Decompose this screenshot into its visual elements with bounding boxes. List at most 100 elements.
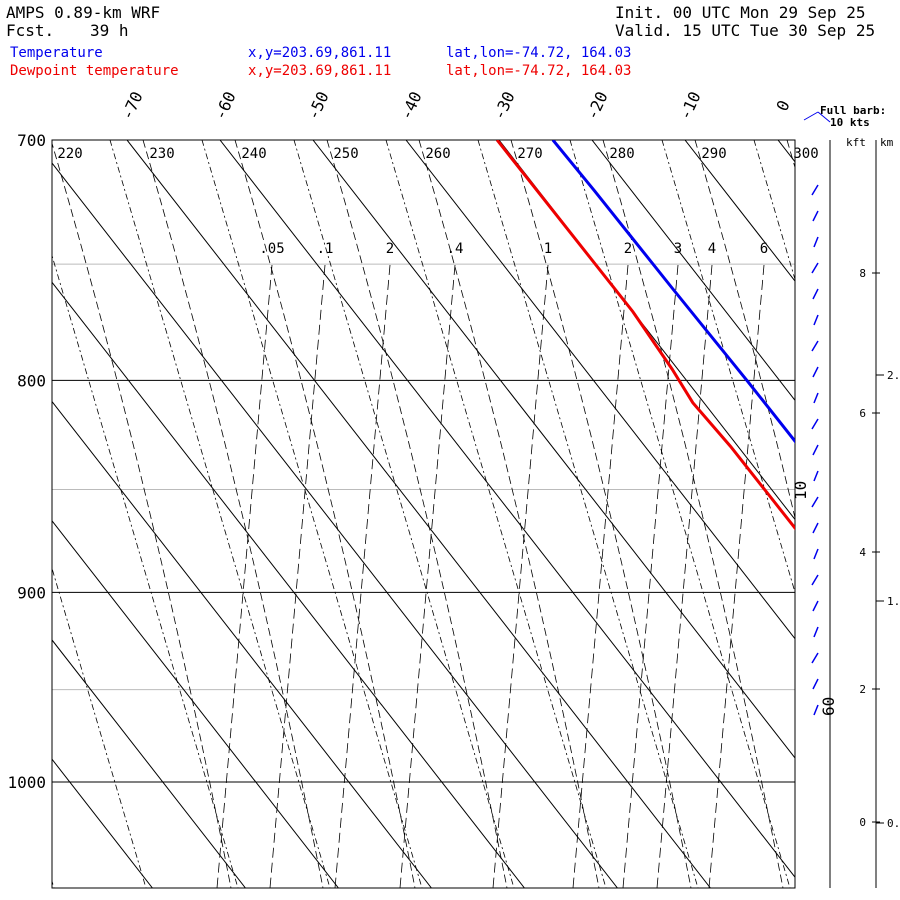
pressure-label: 700 — [17, 131, 46, 150]
moist-adiabat — [326, 140, 508, 888]
dry-adiabat — [661, 140, 795, 594]
isotherm-label: -10 — [675, 89, 704, 123]
isotherm-label: -20 — [582, 89, 611, 123]
isotherm-line — [498, 140, 795, 521]
theta-label: 300 — [793, 146, 818, 162]
barb-annotation: 60 — [819, 697, 838, 716]
km-tick-label: 0. — [887, 817, 900, 830]
isotherm-line — [52, 758, 153, 888]
series-layer — [495, 140, 795, 531]
moist-adiabat — [234, 140, 416, 888]
isotherm-line — [405, 140, 795, 640]
theta-label: 290 — [701, 146, 726, 162]
isotherm-label: -30 — [489, 89, 518, 123]
mixing-ratio-line — [216, 264, 273, 888]
wind-barb — [811, 418, 819, 430]
dry-adiabat — [569, 140, 791, 888]
moist-adiabat — [510, 140, 692, 888]
mixing-ratio-label: 1 — [544, 241, 552, 257]
isotherm-line — [219, 140, 795, 878]
mixing-ratio-label: 2 — [624, 241, 632, 257]
mixing-ratio-label: .4 — [447, 241, 464, 257]
mixing-ratio-label: .05 — [259, 241, 284, 257]
dry-adiabat — [293, 140, 515, 888]
mixing-ratio-line — [492, 264, 549, 888]
dry-adiabat — [846, 140, 900, 888]
wind-barb — [813, 470, 819, 482]
wind-barb — [811, 262, 819, 274]
valid-time: Valid. 15 UTC Tue 30 Sep 25 — [615, 21, 876, 40]
wind-barb — [811, 652, 819, 664]
wind-height-panel: Full barb: 10 kts kft km 10 60 8 6 4 2 0 2. 1. 0. — [791, 104, 900, 888]
dry-adiabat — [52, 566, 147, 888]
isotherm-line — [777, 140, 795, 163]
kft-tick-label: 6 — [859, 407, 866, 420]
wind-barb — [811, 574, 819, 586]
wind-barb — [812, 678, 819, 690]
barb-legend-line1: Full barb: — [820, 104, 886, 117]
legend-barb-icon — [803, 111, 831, 123]
dry-adiabat — [753, 140, 795, 281]
wind-barb — [812, 366, 819, 378]
mixing-ratio-label: 3 — [674, 241, 682, 257]
init-time: Init. 00 UTC Mon 29 Sep 25 — [615, 3, 866, 22]
temp-latlon: lat,lon=-74.72, 164.03 — [446, 45, 632, 61]
wind-barb — [811, 496, 819, 508]
mixing-ratio-label: 2 — [386, 241, 394, 257]
dry-adiabat — [201, 140, 423, 888]
moist-adiabat — [786, 140, 795, 169]
isotherm-label: -50 — [303, 89, 332, 123]
mixing-ratio-label: .1 — [317, 241, 334, 257]
axis-labels: 700 800 900 1000 -70 -60 -50 -40 -30 -20 -10 0 .05 .1… — [7, 89, 818, 792]
isotherm-label: -60 — [210, 89, 239, 123]
km-tick-label: 2. — [887, 369, 900, 382]
wind-barb — [813, 548, 819, 560]
wind-barb — [813, 314, 819, 326]
kft-tick-label: 2 — [859, 683, 866, 696]
wind-barb — [812, 288, 819, 300]
dry-adiabat — [52, 254, 239, 888]
theta-label: 270 — [517, 146, 542, 162]
theta-label: 250 — [333, 146, 358, 162]
dry-adiabat — [385, 140, 607, 888]
fcst-label: Fcst. — [6, 21, 55, 40]
wind-barb — [813, 626, 819, 638]
kft-tick-label: 0 — [859, 816, 866, 829]
temperature-curve — [551, 140, 795, 444]
isotherm-line — [52, 639, 246, 888]
wind-barb — [812, 444, 819, 456]
mixing-ratio-line — [708, 264, 765, 888]
barb-legend-line2: 10 kts — [830, 116, 870, 129]
kft-label: kft — [846, 136, 866, 149]
isotherm-label: -70 — [117, 89, 146, 123]
isotherm-line — [52, 400, 432, 888]
fcst-value: 39 h — [90, 21, 129, 40]
moist-adiabat — [52, 141, 232, 888]
moist-adiabat — [694, 140, 795, 520]
theta-label: 240 — [241, 146, 266, 162]
mixing-ratio-line — [399, 264, 456, 888]
pressure-label: 800 — [17, 371, 46, 390]
isotherm-line — [871, 140, 900, 888]
isotherm-line — [684, 140, 795, 282]
isotherm-line — [126, 140, 711, 888]
temp-xy: x,y=203.69,861.11 — [248, 45, 392, 61]
theta-label: 280 — [609, 146, 634, 162]
dew-xy: x,y=203.69,861.11 — [248, 63, 392, 79]
wind-barb — [812, 522, 819, 534]
moist-adiabat — [418, 140, 600, 888]
mixing-ratio-label: 6 — [760, 241, 768, 257]
wind-barb — [812, 600, 819, 612]
plot-frame — [51, 139, 796, 889]
isotherm-label: 0 — [772, 97, 793, 114]
km-label: km — [880, 136, 894, 149]
model-title: AMPS 0.89-km WRF — [6, 3, 161, 22]
isotherm-line — [52, 519, 339, 888]
isotherm-line — [52, 162, 618, 888]
theta-label: 260 — [425, 146, 450, 162]
wind-barb — [811, 184, 819, 196]
barb-annotation: 10 — [791, 481, 810, 500]
dry-adiabat — [109, 140, 331, 888]
kft-tick-label: 4 — [859, 546, 866, 559]
